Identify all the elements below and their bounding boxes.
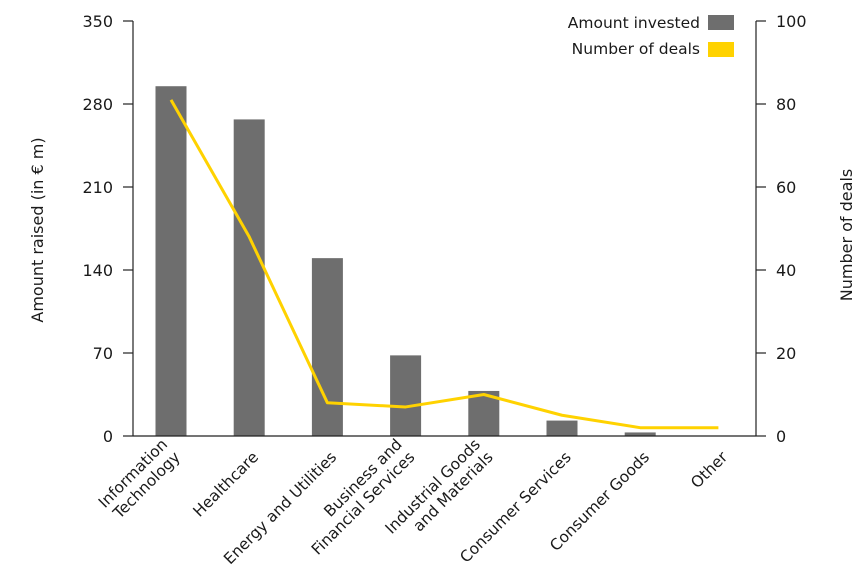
bar-2 (233, 119, 265, 437)
right-axis-tick-label: 100 (776, 12, 807, 31)
right-axis-tick-label: 40 (776, 261, 796, 280)
legend-label-amount: Amount invested (568, 14, 700, 32)
deals-line-group (169, 99, 719, 430)
left-axis-tick-label: 350 (82, 12, 113, 31)
bar-1 (155, 86, 187, 436)
left-axis: 0 70 140 210 280 350 (82, 12, 134, 446)
right-axis-tick-label: 0 (776, 427, 786, 446)
category-label: Other (687, 448, 731, 492)
left-axis-tick-label: 0 (103, 427, 113, 446)
left-axis-title: Amount raised (in € m) (28, 137, 47, 322)
left-axis-tick-label: 280 (82, 95, 113, 114)
legend-swatch-deals (708, 42, 734, 57)
bar-7 (624, 432, 656, 436)
category-label-line: Healthcare (190, 448, 262, 520)
legend: Amount invested Number of deals (568, 14, 734, 58)
legend-label-deals: Number of deals (572, 40, 700, 58)
bar-3 (311, 258, 343, 436)
legend-swatch-amount (708, 15, 734, 30)
right-axis: 0 20 40 60 80 100 (755, 12, 807, 446)
category-label-line: Other (687, 448, 731, 492)
left-axis-tick-label: 140 (82, 261, 113, 280)
category-label: InformationTechnology (95, 435, 184, 524)
left-axis-tick-label: 70 (93, 344, 113, 363)
deals-line (169, 99, 719, 430)
bars-group (133, 86, 756, 437)
right-axis-title: Number of deals (837, 169, 853, 301)
bar-6 (546, 420, 578, 436)
category-label: Healthcare (190, 448, 262, 520)
bar-4 (390, 355, 422, 436)
right-axis-tick-label: 80 (776, 95, 796, 114)
left-axis-tick-label: 210 (82, 178, 113, 197)
right-axis-tick-label: 60 (776, 178, 796, 197)
category-label: Business andFinancial Services (295, 435, 418, 558)
right-axis-tick-label: 20 (776, 344, 796, 363)
